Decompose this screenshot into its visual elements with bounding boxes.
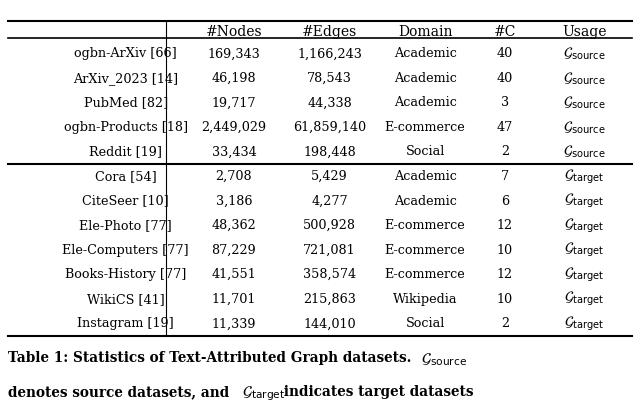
Text: Academic: Academic [394,170,456,183]
Text: 1,166,243: 1,166,243 [297,47,362,60]
Text: 215,863: 215,863 [303,293,356,306]
Text: Academic: Academic [394,96,456,109]
Text: Instagram [19]: Instagram [19] [77,317,174,330]
Text: 12: 12 [497,268,513,281]
Text: CiteSeer [10]: CiteSeer [10] [83,194,169,208]
Text: 2,708: 2,708 [216,170,252,183]
Text: E-commerce: E-commerce [385,219,465,232]
Text: E-commerce: E-commerce [385,121,465,134]
Text: indicates target datasets: indicates target datasets [278,385,473,399]
Text: PubMed [82]: PubMed [82] [84,96,168,109]
Text: $\mathcal{G}_{\mathrm{source}}$: $\mathcal{G}_{\mathrm{source}}$ [420,351,467,368]
Text: 11,339: 11,339 [212,317,256,330]
Text: ogbn-ArXiv [66]: ogbn-ArXiv [66] [74,47,177,60]
Text: 10: 10 [497,243,513,257]
Text: ogbn-Products [18]: ogbn-Products [18] [63,121,188,134]
Text: 41,551: 41,551 [212,268,257,281]
Text: 144,010: 144,010 [303,317,356,330]
Text: $\mathcal{G}_{\mathrm{source}}$: $\mathcal{G}_{\mathrm{source}}$ [563,70,606,87]
Text: $\mathcal{G}_{\mathrm{target}}$: $\mathcal{G}_{\mathrm{target}}$ [564,241,605,259]
Text: denotes source datasets, and: denotes source datasets, and [8,385,234,399]
Text: 2: 2 [500,145,509,159]
Text: Books-History [77]: Books-History [77] [65,268,186,281]
Text: #Nodes: #Nodes [205,25,262,39]
Text: Table 1: Statistics of Text-Attributed Graph datasets.: Table 1: Statistics of Text-Attributed G… [8,351,416,365]
Text: Academic: Academic [394,194,456,208]
Text: Social: Social [406,145,445,159]
Text: 169,343: 169,343 [207,47,260,60]
Text: 500,928: 500,928 [303,219,356,232]
Text: E-commerce: E-commerce [385,243,465,257]
Text: 2: 2 [500,317,509,330]
Text: $\mathcal{G}_{\mathrm{target}}$: $\mathcal{G}_{\mathrm{target}}$ [564,315,605,333]
Text: Academic: Academic [394,72,456,85]
Text: 7: 7 [500,170,509,183]
Text: Wikipedia: Wikipedia [393,293,458,306]
Text: $\mathcal{G}_{\mathrm{source}}$: $\mathcal{G}_{\mathrm{source}}$ [563,46,606,62]
Text: Domain: Domain [398,25,452,39]
Text: $\mathcal{G}_{\mathrm{source}}$: $\mathcal{G}_{\mathrm{source}}$ [563,119,606,136]
Text: 198,448: 198,448 [303,145,356,159]
Text: 11,701: 11,701 [212,293,256,306]
Text: 48,362: 48,362 [212,219,257,232]
Text: 40: 40 [497,72,513,85]
Text: E-commerce: E-commerce [385,268,465,281]
Text: Social: Social [406,317,445,330]
Text: $\mathcal{G}_{\mathrm{target}}$: $\mathcal{G}_{\mathrm{target}}$ [243,385,285,403]
Text: Usage: Usage [562,25,607,39]
Text: WikiCS [41]: WikiCS [41] [87,293,164,306]
Text: 10: 10 [497,293,513,306]
Text: $\mathcal{G}_{\mathrm{source}}$: $\mathcal{G}_{\mathrm{source}}$ [563,144,606,160]
Text: 33,434: 33,434 [212,145,257,159]
Text: $\mathcal{G}_{\mathrm{source}}$: $\mathcal{G}_{\mathrm{source}}$ [563,95,606,111]
Text: 5,429: 5,429 [311,170,348,183]
Text: 6: 6 [500,194,509,208]
Text: 61,859,140: 61,859,140 [293,121,366,134]
Text: 358,574: 358,574 [303,268,356,281]
Text: 87,229: 87,229 [212,243,257,257]
Text: 19,717: 19,717 [212,96,256,109]
Text: 3,186: 3,186 [216,194,252,208]
Text: 3: 3 [500,96,509,109]
Text: 78,543: 78,543 [307,72,352,85]
Text: Ele-Photo [77]: Ele-Photo [77] [79,219,172,232]
Text: $\mathcal{G}_{\mathrm{target}}$: $\mathcal{G}_{\mathrm{target}}$ [564,216,605,235]
Text: 46,198: 46,198 [212,72,256,85]
Text: 12: 12 [497,219,513,232]
Text: 721,081: 721,081 [303,243,356,257]
Text: 4,277: 4,277 [311,194,348,208]
Text: $\mathcal{G}_{\mathrm{target}}$: $\mathcal{G}_{\mathrm{target}}$ [564,167,605,186]
Text: 47: 47 [497,121,513,134]
Text: $\mathcal{G}_{\mathrm{target}}$: $\mathcal{G}_{\mathrm{target}}$ [564,266,605,284]
Text: #C: #C [493,25,516,39]
Text: 40: 40 [497,47,513,60]
Text: Reddit [19]: Reddit [19] [89,145,162,159]
Text: Cora [54]: Cora [54] [95,170,157,183]
Text: Academic: Academic [394,47,456,60]
Text: #Edges: #Edges [302,25,357,39]
Text: ArXiv_2023 [14]: ArXiv_2023 [14] [73,72,178,85]
Text: Ele-Computers [77]: Ele-Computers [77] [62,243,189,257]
Text: $\mathcal{G}_{\mathrm{target}}$: $\mathcal{G}_{\mathrm{target}}$ [564,192,605,210]
Text: 44,338: 44,338 [307,96,352,109]
Text: $\mathcal{G}_{\mathrm{target}}$: $\mathcal{G}_{\mathrm{target}}$ [564,290,605,309]
Text: 2,449,029: 2,449,029 [202,121,266,134]
